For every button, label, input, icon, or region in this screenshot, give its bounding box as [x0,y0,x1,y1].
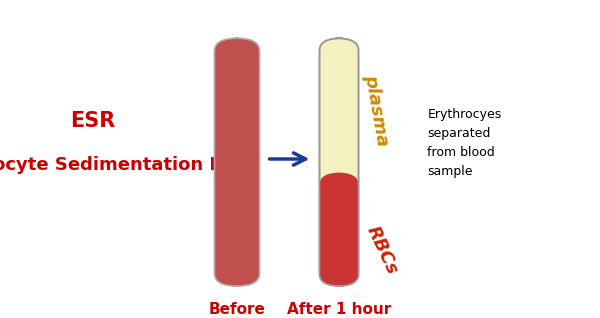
Text: plasma: plasma [361,73,392,148]
Text: Erythrocyte Sedimentation Rate: Erythrocyte Sedimentation Rate [0,156,256,174]
Text: Erythrocyes
separated
from blood
sample: Erythrocyes separated from blood sample [427,108,502,178]
Text: Before: Before [209,302,265,317]
Text: RBCs: RBCs [363,223,401,277]
FancyBboxPatch shape [320,38,358,286]
Text: After 1 hour: After 1 hour [287,302,391,317]
FancyBboxPatch shape [320,172,358,286]
FancyBboxPatch shape [215,38,260,286]
Text: ESR: ESR [70,111,116,131]
